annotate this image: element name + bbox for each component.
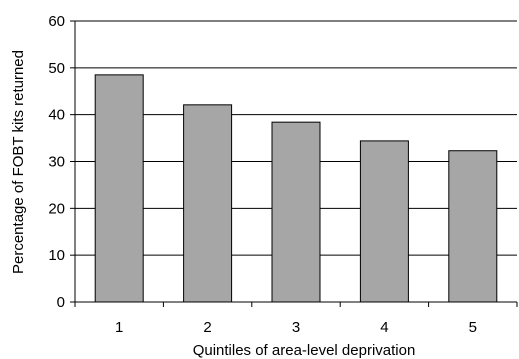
bar-3 xyxy=(271,121,321,303)
y-tick-label: 50 xyxy=(48,60,65,77)
bar-2 xyxy=(183,104,233,303)
y-tick-label: 0 xyxy=(57,294,65,311)
x-tick-label: 4 xyxy=(380,319,388,336)
y-tick-label: 20 xyxy=(48,200,65,217)
y-tick-label: 60 xyxy=(48,13,65,30)
x-tick-label: 1 xyxy=(115,319,123,336)
x-ticks: 1 2 3 4 5 xyxy=(74,302,518,336)
y-axis-label: Percentage of FOBT kits returned xyxy=(10,50,27,274)
x-tick-label: 5 xyxy=(469,319,477,336)
bar-1 xyxy=(94,74,144,303)
bar-4 xyxy=(359,140,409,303)
bar-5 xyxy=(448,150,498,303)
y-tick-label: 30 xyxy=(48,154,65,171)
y-tick-label: 10 xyxy=(48,247,65,264)
y-ticks: 0 10 20 30 40 50 60 xyxy=(48,13,75,311)
bars xyxy=(94,74,498,303)
x-tick-label: 3 xyxy=(292,319,300,336)
x-axis-label: Quintiles of area-level deprivation xyxy=(193,342,416,359)
y-tick-label: 40 xyxy=(48,107,65,124)
x-tick-label: 2 xyxy=(203,319,211,336)
